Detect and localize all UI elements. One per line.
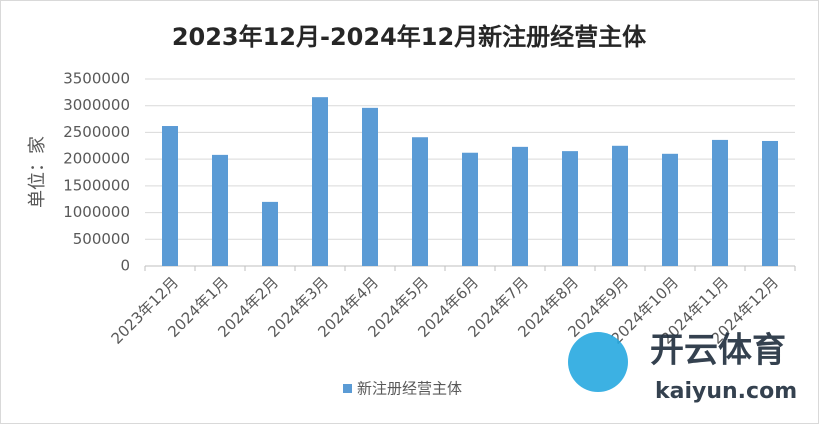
watermark-url: kaiyun.com — [655, 379, 797, 404]
bar — [762, 140, 778, 266]
watermark-logo — [568, 332, 628, 392]
legend-swatch — [343, 384, 352, 393]
y-axis-label: 单位：家 — [27, 136, 48, 208]
bar — [212, 154, 228, 266]
bar — [412, 137, 428, 266]
bar — [312, 97, 328, 266]
chart-title: 2023年12月-2024年12月新注册经营主体 — [172, 23, 647, 51]
y-tick-label: 3500000 — [63, 70, 130, 88]
bar — [562, 151, 578, 266]
y-tick-label: 3000000 — [63, 96, 130, 114]
bar — [262, 201, 278, 266]
bar — [712, 139, 728, 266]
watermark-brand: 开云体育 — [650, 331, 786, 371]
bar — [612, 145, 628, 266]
bar — [162, 126, 178, 266]
bar — [462, 152, 478, 266]
bar — [512, 146, 528, 266]
watermark: 开云体育 kaiyun.com — [568, 331, 797, 404]
y-tick-label: 2000000 — [63, 150, 130, 168]
y-tick-label: 500000 — [73, 230, 130, 248]
y-tick-label: 1000000 — [63, 203, 130, 221]
y-tick-label: 1500000 — [63, 176, 130, 194]
legend-label: 新注册经营主体 — [357, 380, 462, 398]
bar — [662, 153, 678, 266]
bar — [362, 107, 378, 266]
y-tick-label: 0 — [120, 257, 130, 275]
y-tick-label: 2500000 — [63, 123, 130, 141]
